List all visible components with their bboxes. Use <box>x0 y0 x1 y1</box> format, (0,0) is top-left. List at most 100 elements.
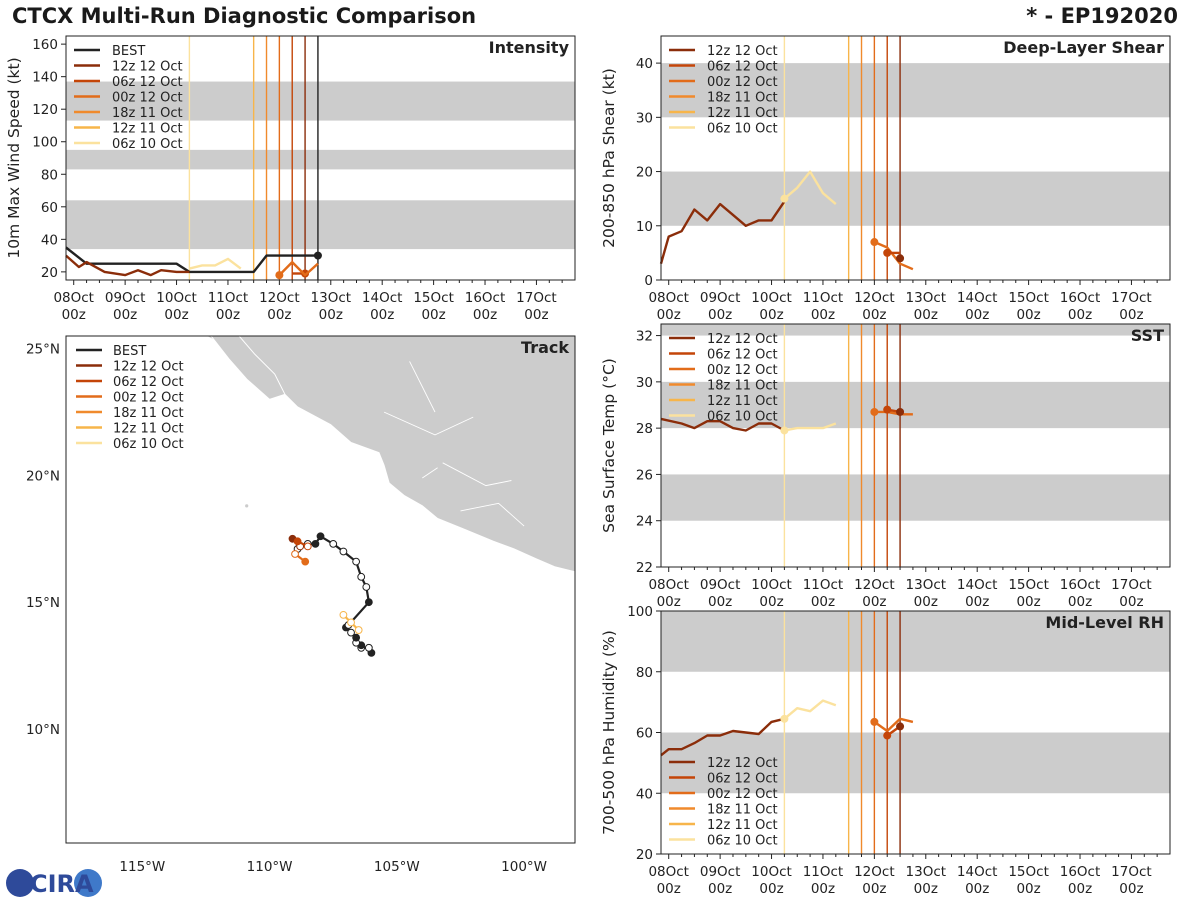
intensity-xtick-label: 00z <box>524 307 548 323</box>
shear-ylabel: 200-850 hPa Shear (kt) <box>600 68 618 248</box>
sst-ylabel: Sea Surface Temp (°C) <box>600 358 618 533</box>
shear-xtick-label: 00z <box>759 307 783 323</box>
rh-series-point <box>896 722 905 731</box>
track-line <box>297 535 373 654</box>
shear-xtick-label: 14Oct <box>957 290 998 306</box>
intensity-legend-label: BEST <box>112 44 145 59</box>
sst-band <box>661 381 1170 429</box>
sst-xtick-label: 09Oct <box>700 577 741 593</box>
sst-series-point <box>780 426 789 435</box>
intensity-xtick-label: 10Oct <box>156 290 197 306</box>
figure-title: CTCX Multi-Run Diagnostic Comparison <box>12 4 477 28</box>
intensity-xtick-label: 00z <box>113 307 137 323</box>
rh-ylabel: 700-500 hPa Humidity (%) <box>600 630 618 835</box>
intensity-ytick-label: 100 <box>32 135 58 151</box>
shear-series-line <box>783 170 837 206</box>
shear-xtick-label: 00z <box>811 307 835 323</box>
shear-xtick-label: 16Oct <box>1060 290 1101 306</box>
track-legend-label: 18z 11 Oct <box>113 406 184 421</box>
intensity-xtick-label: 08Oct <box>53 290 94 306</box>
rh-ytick-label: 60 <box>636 726 653 742</box>
sst-frame <box>660 323 1171 568</box>
track-legend-label: 12z 11 Oct <box>113 422 184 437</box>
intensity-panel: 2040608010012014016008Oct00z09Oct00z10Oc… <box>5 35 576 323</box>
shear-xtick-label: 00z <box>862 307 886 323</box>
intensity-xtick-label: 00z <box>164 307 188 323</box>
intensity-legend-label: 06z 12 Oct <box>112 75 183 90</box>
intensity-ytick-label: 60 <box>41 200 58 216</box>
sst-xtick-label: 10Oct <box>751 577 792 593</box>
track-point <box>291 550 299 558</box>
cira-logo-text: CIRA <box>30 870 94 898</box>
track-point <box>352 557 361 566</box>
intensity-xtick-label: 00z <box>216 307 240 323</box>
track-point <box>357 572 366 581</box>
shear-series-line <box>659 200 786 265</box>
shear-xtick-label: 11Oct <box>803 290 844 306</box>
intensity-series-line <box>65 254 190 277</box>
shear-band <box>661 63 1170 118</box>
intensity-xtick-label: 09Oct <box>105 290 146 306</box>
track-point <box>347 618 355 627</box>
rh-xtick-label: 08Oct <box>648 864 689 880</box>
track-panel: Track 25°N 20°N 15°N 10°N 115°W 110°W 105°W 100°… <box>26 335 576 875</box>
shear-series-point <box>883 248 892 257</box>
rh-xtick-label: 00z <box>759 881 783 897</box>
rh-band <box>661 611 1170 672</box>
sst-title: SST <box>1131 326 1164 345</box>
shear-xtick-label: 00z <box>1119 307 1143 323</box>
shear-legend-label: 18z 11 Oct <box>707 91 778 106</box>
shear-xtick-label: 15Oct <box>1008 290 1049 306</box>
land-baja <box>210 336 286 400</box>
sst-legend-label: 12z 11 Oct <box>707 394 778 409</box>
rh-xtick-label: 00z <box>1068 881 1092 897</box>
shear-xtick-label: 12Oct <box>854 290 895 306</box>
shear-ytick-label: 10 <box>636 219 653 235</box>
sst-xtick-label: 11Oct <box>803 577 844 593</box>
track-legend-label: 12z 12 Oct <box>113 360 184 375</box>
rh-legend-label: 06z 10 Oct <box>707 834 778 849</box>
sst-band <box>661 474 1170 521</box>
rh-xtick-label: 00z <box>811 881 835 897</box>
rh-xtick-label: 00z <box>708 881 732 897</box>
sst-xtick-label: 00z <box>862 594 886 610</box>
shear-xtick-label: 09Oct <box>700 290 741 306</box>
sst-band <box>661 324 1170 336</box>
intensity-xtick-label: 15Oct <box>413 290 454 306</box>
shear-series-point <box>780 194 789 203</box>
intensity-legend-label: 18z 11 Oct <box>112 106 183 121</box>
rh-xtick-label: 11Oct <box>803 864 844 880</box>
intensity-ylabel: 10m Max Wind Speed (kt) <box>5 57 23 258</box>
shear-xtick-label: 08Oct <box>648 290 689 306</box>
track-lat-label: 10°N <box>26 722 60 738</box>
sst-series-line <box>784 422 837 432</box>
intensity-xtick-label: 00z <box>319 307 343 323</box>
track-legend-label: 06z 12 Oct <box>113 375 184 390</box>
intensity-ytick-label: 80 <box>41 167 58 183</box>
intensity-xtick-label: 00z <box>267 307 291 323</box>
shear-panel: 01020304008Oct00z09Oct00z10Oct00z11Oct00… <box>600 35 1171 323</box>
rh-legend-label: 18z 11 Oct <box>707 803 778 818</box>
shear-series-line <box>873 240 914 271</box>
rh-legend-label: 12z 12 Oct <box>707 756 778 771</box>
sst-ytick-label: 26 <box>636 467 653 483</box>
shear-ytick-label: 30 <box>636 110 653 126</box>
rh-series-line <box>873 717 914 733</box>
track-lat-label: 25°N <box>26 342 60 358</box>
rh-ytick-label: 20 <box>636 847 653 863</box>
track-title: Track <box>521 338 569 357</box>
sst-series-line <box>660 417 785 432</box>
rh-xtick-label: 00z <box>862 881 886 897</box>
sst-xtick-label: 00z <box>811 594 835 610</box>
intensity-xtick-label: 11Oct <box>208 290 249 306</box>
storm-id: * - EP192020 <box>1026 4 1178 28</box>
rh-ytick-label: 40 <box>636 786 653 802</box>
sst-series-line <box>874 410 913 416</box>
shear-legend-label: 00z 12 Oct <box>707 75 778 90</box>
track-point <box>303 542 312 551</box>
sst-legend-label: 06z 10 Oct <box>707 410 778 425</box>
rh-series-point <box>883 731 892 740</box>
intensity-series-line <box>65 246 318 274</box>
sst-xtick-label: 13Oct <box>906 577 947 593</box>
land-border <box>409 361 436 413</box>
